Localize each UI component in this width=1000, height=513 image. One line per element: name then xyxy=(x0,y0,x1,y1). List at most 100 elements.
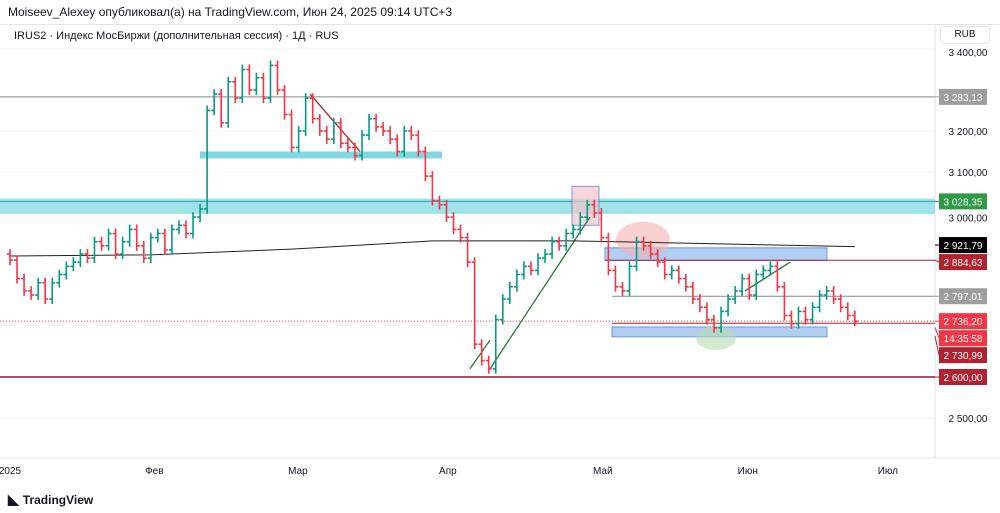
ohlc-bar xyxy=(682,273,689,292)
ohlc-bar xyxy=(7,249,13,266)
ohlc-bar xyxy=(140,240,147,264)
brand-label: TradingView xyxy=(22,492,94,507)
trend-line xyxy=(744,261,791,292)
ohlc-bar xyxy=(457,224,464,243)
ohlc-bar xyxy=(535,253,541,276)
ohlc-bar xyxy=(513,269,520,292)
ohlc-bar xyxy=(647,240,654,259)
ohlc-bar xyxy=(633,236,640,272)
tradingview-logo[interactable]: ◣ TradingView xyxy=(8,491,93,508)
ohlc-bar xyxy=(246,64,253,95)
ohlc-bar xyxy=(359,130,365,161)
ohlc-bar xyxy=(626,261,633,296)
ohlc-bar xyxy=(556,236,563,251)
ohlc-bar xyxy=(725,294,732,317)
ohlc-bar xyxy=(809,302,816,325)
ohlc-bar xyxy=(267,60,274,104)
ohlc-bar xyxy=(485,355,492,374)
ohlc-bar xyxy=(605,232,612,276)
ohlc-bar xyxy=(844,302,851,321)
ohlc-bar xyxy=(739,273,746,296)
price-label: 2 797,01 xyxy=(944,292,983,303)
ohlc-bar xyxy=(175,220,182,235)
ohlc-bar xyxy=(711,314,717,333)
y-tick-label: 3 200,00 xyxy=(949,127,988,138)
ohlc-bar xyxy=(718,306,725,333)
y-tick-label: 3 000,00 xyxy=(949,213,988,224)
y-tick-label: 2 500,00 xyxy=(949,414,988,425)
ohlc-bar xyxy=(436,195,443,210)
ohlc-bar xyxy=(408,126,415,141)
ohlc-bar xyxy=(274,60,281,95)
ohlc-bar xyxy=(802,306,809,325)
ohlc-bar xyxy=(302,93,309,136)
price-label-connector xyxy=(934,327,940,339)
price-label: 3 028,35 xyxy=(944,197,983,208)
ohlc-bar xyxy=(49,277,56,305)
ohlc-bar xyxy=(42,277,49,305)
ohlc-bar xyxy=(746,273,753,300)
ohlc-bar xyxy=(471,257,478,350)
ohlc-bar xyxy=(323,126,330,145)
highlight-ellipse-bottom xyxy=(696,326,736,351)
ohlc-bar xyxy=(154,228,161,243)
ohlc-bar xyxy=(591,199,598,218)
ohlc-bar xyxy=(598,208,605,243)
ohlc-bar xyxy=(767,261,774,276)
ohlc-bar xyxy=(239,64,246,104)
price-label-bg xyxy=(939,254,987,271)
price-label-bg xyxy=(939,313,987,330)
ohlc-bar xyxy=(183,220,189,239)
ohlc-bar xyxy=(689,281,696,305)
x-tick-label: Июл xyxy=(878,466,898,477)
price-label: 2 730,99 xyxy=(944,351,983,362)
ohlc-bar xyxy=(84,249,91,264)
ohlc-bar xyxy=(147,232,154,264)
ohlc-bar xyxy=(450,212,457,235)
ohlc-bar xyxy=(570,224,577,239)
ohlc-bar xyxy=(288,109,295,153)
symbol-legend[interactable]: IRUS2 · Индекс МосБиржи (дополнительная … xyxy=(14,30,339,42)
ohlc-bar xyxy=(464,232,471,268)
ohlc-bar xyxy=(429,171,436,206)
ohlc-bar xyxy=(168,224,175,255)
ohlc-bar xyxy=(161,228,168,255)
ohlc-bar xyxy=(823,285,830,300)
ohlc-bar xyxy=(98,236,105,251)
ohlc-bar xyxy=(330,117,337,145)
ohlc-bar xyxy=(781,281,788,321)
trend-line xyxy=(489,216,591,370)
ohlc-bar xyxy=(675,265,682,284)
ohlc-bar xyxy=(584,199,591,223)
ohlc-bar xyxy=(232,76,239,104)
ohlc-bar xyxy=(14,255,21,284)
ohlc-bar xyxy=(851,310,858,327)
ohlc-bar xyxy=(337,117,344,149)
ohlc-bar xyxy=(703,302,710,325)
ohlc-bar xyxy=(190,212,197,239)
x-tick-label: Май xyxy=(593,466,613,477)
ohlc-bar xyxy=(542,249,549,264)
ohlc-bar xyxy=(133,224,140,251)
ohlc-bar xyxy=(668,265,675,280)
ohlc-bar xyxy=(281,85,288,120)
ohlc-bar xyxy=(380,121,387,136)
chart-frame[interactable] xyxy=(0,24,1000,481)
ohlc-bar xyxy=(394,134,401,157)
ohlc-bar xyxy=(612,265,619,292)
ohlc-bar xyxy=(260,72,267,104)
price-label: 2 736,20 xyxy=(944,317,983,328)
ohlc-bar xyxy=(549,236,556,259)
ohlc-bar xyxy=(837,294,844,313)
ohlc-bar xyxy=(443,199,450,223)
price-label-bg xyxy=(939,330,987,347)
ohlc-bar xyxy=(830,285,837,305)
ohlc-bar xyxy=(295,126,302,153)
price-label: 14:35:58 xyxy=(944,334,983,345)
x-tick-label: Фев xyxy=(145,466,163,477)
ohlc-bar xyxy=(112,228,119,259)
ohlc-bar xyxy=(753,269,760,300)
price-label-bg xyxy=(939,88,987,105)
currency-button[interactable]: RUB xyxy=(940,26,990,44)
